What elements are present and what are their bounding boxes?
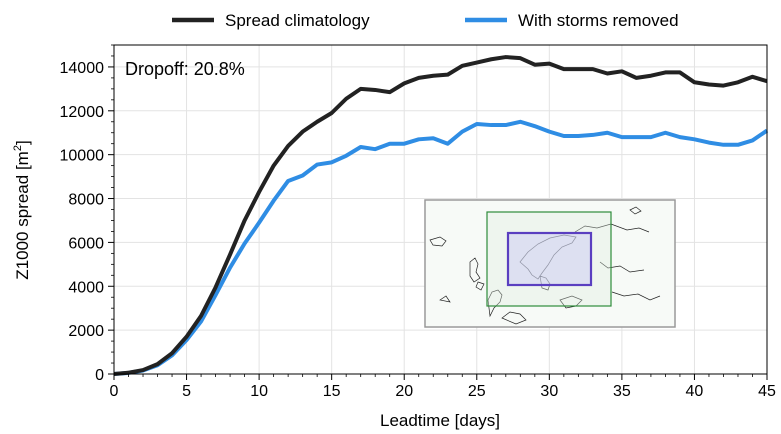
y-axis-label: Z1000 spread [m2] <box>12 140 32 279</box>
y-tick-label: 4000 <box>68 279 104 296</box>
y-tick-label: 6000 <box>68 235 104 252</box>
series-line-with-storms-removed <box>113 119 769 376</box>
y-tick-label: 8000 <box>68 192 104 209</box>
map-inset-icon <box>424 199 676 328</box>
dropoff-annotation: Dropoff: 20.8% <box>125 59 245 79</box>
y-tick-label: 2000 <box>68 323 104 340</box>
x-tick-label: 15 <box>323 383 341 400</box>
y-axis-label-end: ] <box>13 140 32 145</box>
legend: Spread climatology With storms removed <box>172 11 679 30</box>
x-tick-label: 10 <box>250 383 268 400</box>
y-axis-label-superscript: 2 <box>12 145 24 151</box>
y-tick-label: 12000 <box>60 104 105 121</box>
legend-label-with-storms-removed: With storms removed <box>518 11 679 30</box>
series-line-spread-climatology <box>113 55 768 376</box>
y-tick-label: 0 <box>95 367 104 384</box>
x-tick-label: 30 <box>540 383 558 400</box>
y-tick-label: 10000 <box>60 148 105 165</box>
x-tick-label: 40 <box>686 383 704 400</box>
legend-label-spread-climatology: Spread climatology <box>225 11 370 30</box>
axis-ticks: 0 5 10 15 20 25 30 35 40 45 0 2000 4000 6000 8000 10000… <box>60 44 776 400</box>
x-tick-label: 35 <box>613 383 631 400</box>
inset-background <box>426 201 674 326</box>
x-tick-label: 5 <box>182 383 191 400</box>
x-axis-label: Leadtime [days] <box>380 411 500 430</box>
series-lines <box>113 55 769 376</box>
y-tick-label: 14000 <box>60 60 105 77</box>
x-tick-label: 0 <box>110 383 119 400</box>
x-tick-label: 20 <box>395 383 413 400</box>
inner-region-box <box>506 231 593 287</box>
y-axis-label-main: Z1000 spread [m <box>13 151 32 280</box>
x-tick-label: 25 <box>468 383 486 400</box>
x-tick-label: 45 <box>758 383 776 400</box>
